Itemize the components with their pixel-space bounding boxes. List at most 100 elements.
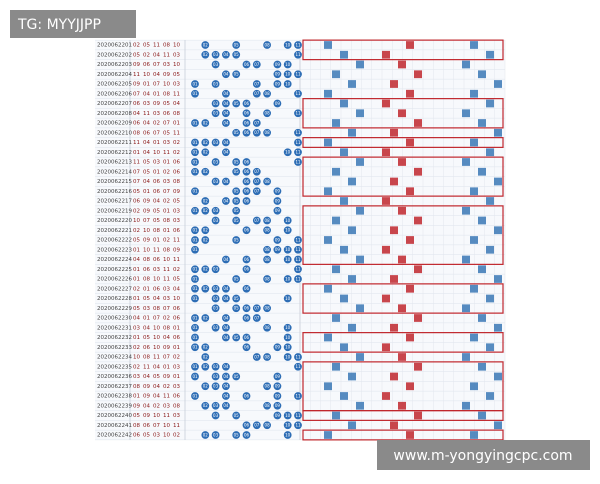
issue: 2020062205 — [97, 82, 132, 88]
ball-number: 08 — [265, 306, 271, 311]
ball — [191, 294, 199, 303]
ball-number: 11 — [295, 140, 301, 145]
trend-block — [462, 60, 470, 69]
issue: 2020062234 — [97, 355, 132, 361]
trend-block — [494, 177, 502, 186]
highlight-frame — [302, 205, 504, 265]
number: 02 — [173, 433, 180, 439]
ball-number: 03 — [213, 159, 219, 164]
number: 05 — [143, 43, 150, 49]
issue: 2020062235 — [97, 364, 132, 370]
number: 08 — [163, 43, 170, 49]
ball-number: 04 — [223, 364, 229, 369]
number: 05 — [153, 218, 160, 224]
ball — [191, 265, 199, 274]
ball — [191, 167, 199, 176]
ball — [201, 138, 210, 147]
ball-number: 06 — [244, 179, 250, 184]
issue: 2020062220 — [97, 218, 132, 224]
number: 01 — [163, 228, 170, 234]
ball — [222, 314, 230, 322]
ball-number: 09 — [275, 101, 281, 106]
ball-number: 02 — [203, 432, 209, 437]
ball — [201, 148, 210, 157]
number: 02 — [163, 384, 170, 390]
number: 06 — [143, 423, 150, 429]
ball — [252, 314, 261, 322]
number: 04 — [143, 121, 150, 127]
ball — [273, 187, 282, 196]
number: 03 — [153, 267, 160, 273]
issue: 2020062202 — [97, 52, 132, 58]
ball-number: 03 — [213, 140, 219, 145]
ball-number: 07 — [254, 130, 260, 135]
ball — [263, 41, 271, 49]
ball — [201, 236, 210, 244]
number: 06 — [153, 179, 160, 185]
number: 01 — [143, 316, 150, 322]
number: 08 — [163, 91, 170, 97]
trend-block — [348, 177, 356, 186]
ball-number: 02 — [203, 42, 209, 47]
number: 09 — [133, 62, 140, 68]
number: 07 — [133, 91, 140, 97]
ball-number: 05 — [234, 218, 240, 223]
ball — [263, 89, 271, 98]
ball-number: 07 — [254, 81, 260, 86]
ball-number: 10 — [285, 62, 291, 67]
trend-block — [348, 372, 356, 381]
ball — [283, 226, 292, 235]
number: 03 — [153, 160, 160, 166]
trend-block — [478, 411, 486, 420]
ball-number: 05 — [234, 42, 240, 47]
number: 10 — [143, 228, 150, 234]
number: 01 — [153, 91, 160, 97]
ball — [263, 304, 271, 313]
issue: 2020062236 — [97, 374, 132, 380]
ball — [283, 80, 292, 88]
ball-number: 06 — [244, 169, 250, 174]
ball — [211, 216, 220, 225]
ball-number: 08 — [265, 218, 271, 223]
number: 04 — [173, 101, 180, 107]
ball-number: 04 — [223, 374, 229, 379]
trend-block — [406, 236, 414, 244]
trend-block — [414, 362, 422, 371]
ball — [232, 275, 241, 283]
number: 08 — [143, 277, 150, 283]
highlight-frame — [302, 332, 504, 353]
ball-number: 01 — [192, 208, 198, 213]
trend-block — [414, 216, 422, 225]
number: 09 — [173, 247, 180, 253]
ball — [201, 353, 210, 361]
issue: 2020062204 — [97, 72, 132, 78]
number: 05 — [163, 101, 170, 107]
number: 06 — [163, 111, 170, 117]
ball — [252, 119, 261, 127]
ball-number: 05 — [234, 169, 240, 174]
ball — [232, 158, 241, 166]
trend-block — [406, 382, 414, 391]
ball — [232, 216, 241, 225]
number: 10 — [133, 218, 140, 224]
number: 01 — [133, 296, 140, 302]
number: 05 — [143, 169, 150, 175]
ball — [211, 265, 220, 274]
ball — [283, 343, 292, 352]
number: 11 — [163, 150, 170, 156]
highlight-frame — [302, 98, 504, 129]
ball-number: 02 — [203, 384, 209, 389]
ball — [294, 421, 302, 430]
issue: 2020062209 — [97, 121, 132, 127]
number: 04 — [153, 296, 160, 302]
ball-number: 01 — [192, 296, 198, 301]
issue: 2020062228 — [97, 296, 132, 302]
trend-block — [324, 284, 332, 293]
number: 11 — [163, 413, 170, 419]
number: 09 — [143, 394, 150, 400]
ball — [242, 265, 251, 274]
ball — [283, 421, 292, 430]
ball — [191, 275, 199, 283]
number: 04 — [143, 325, 150, 331]
number: 03 — [163, 140, 170, 146]
